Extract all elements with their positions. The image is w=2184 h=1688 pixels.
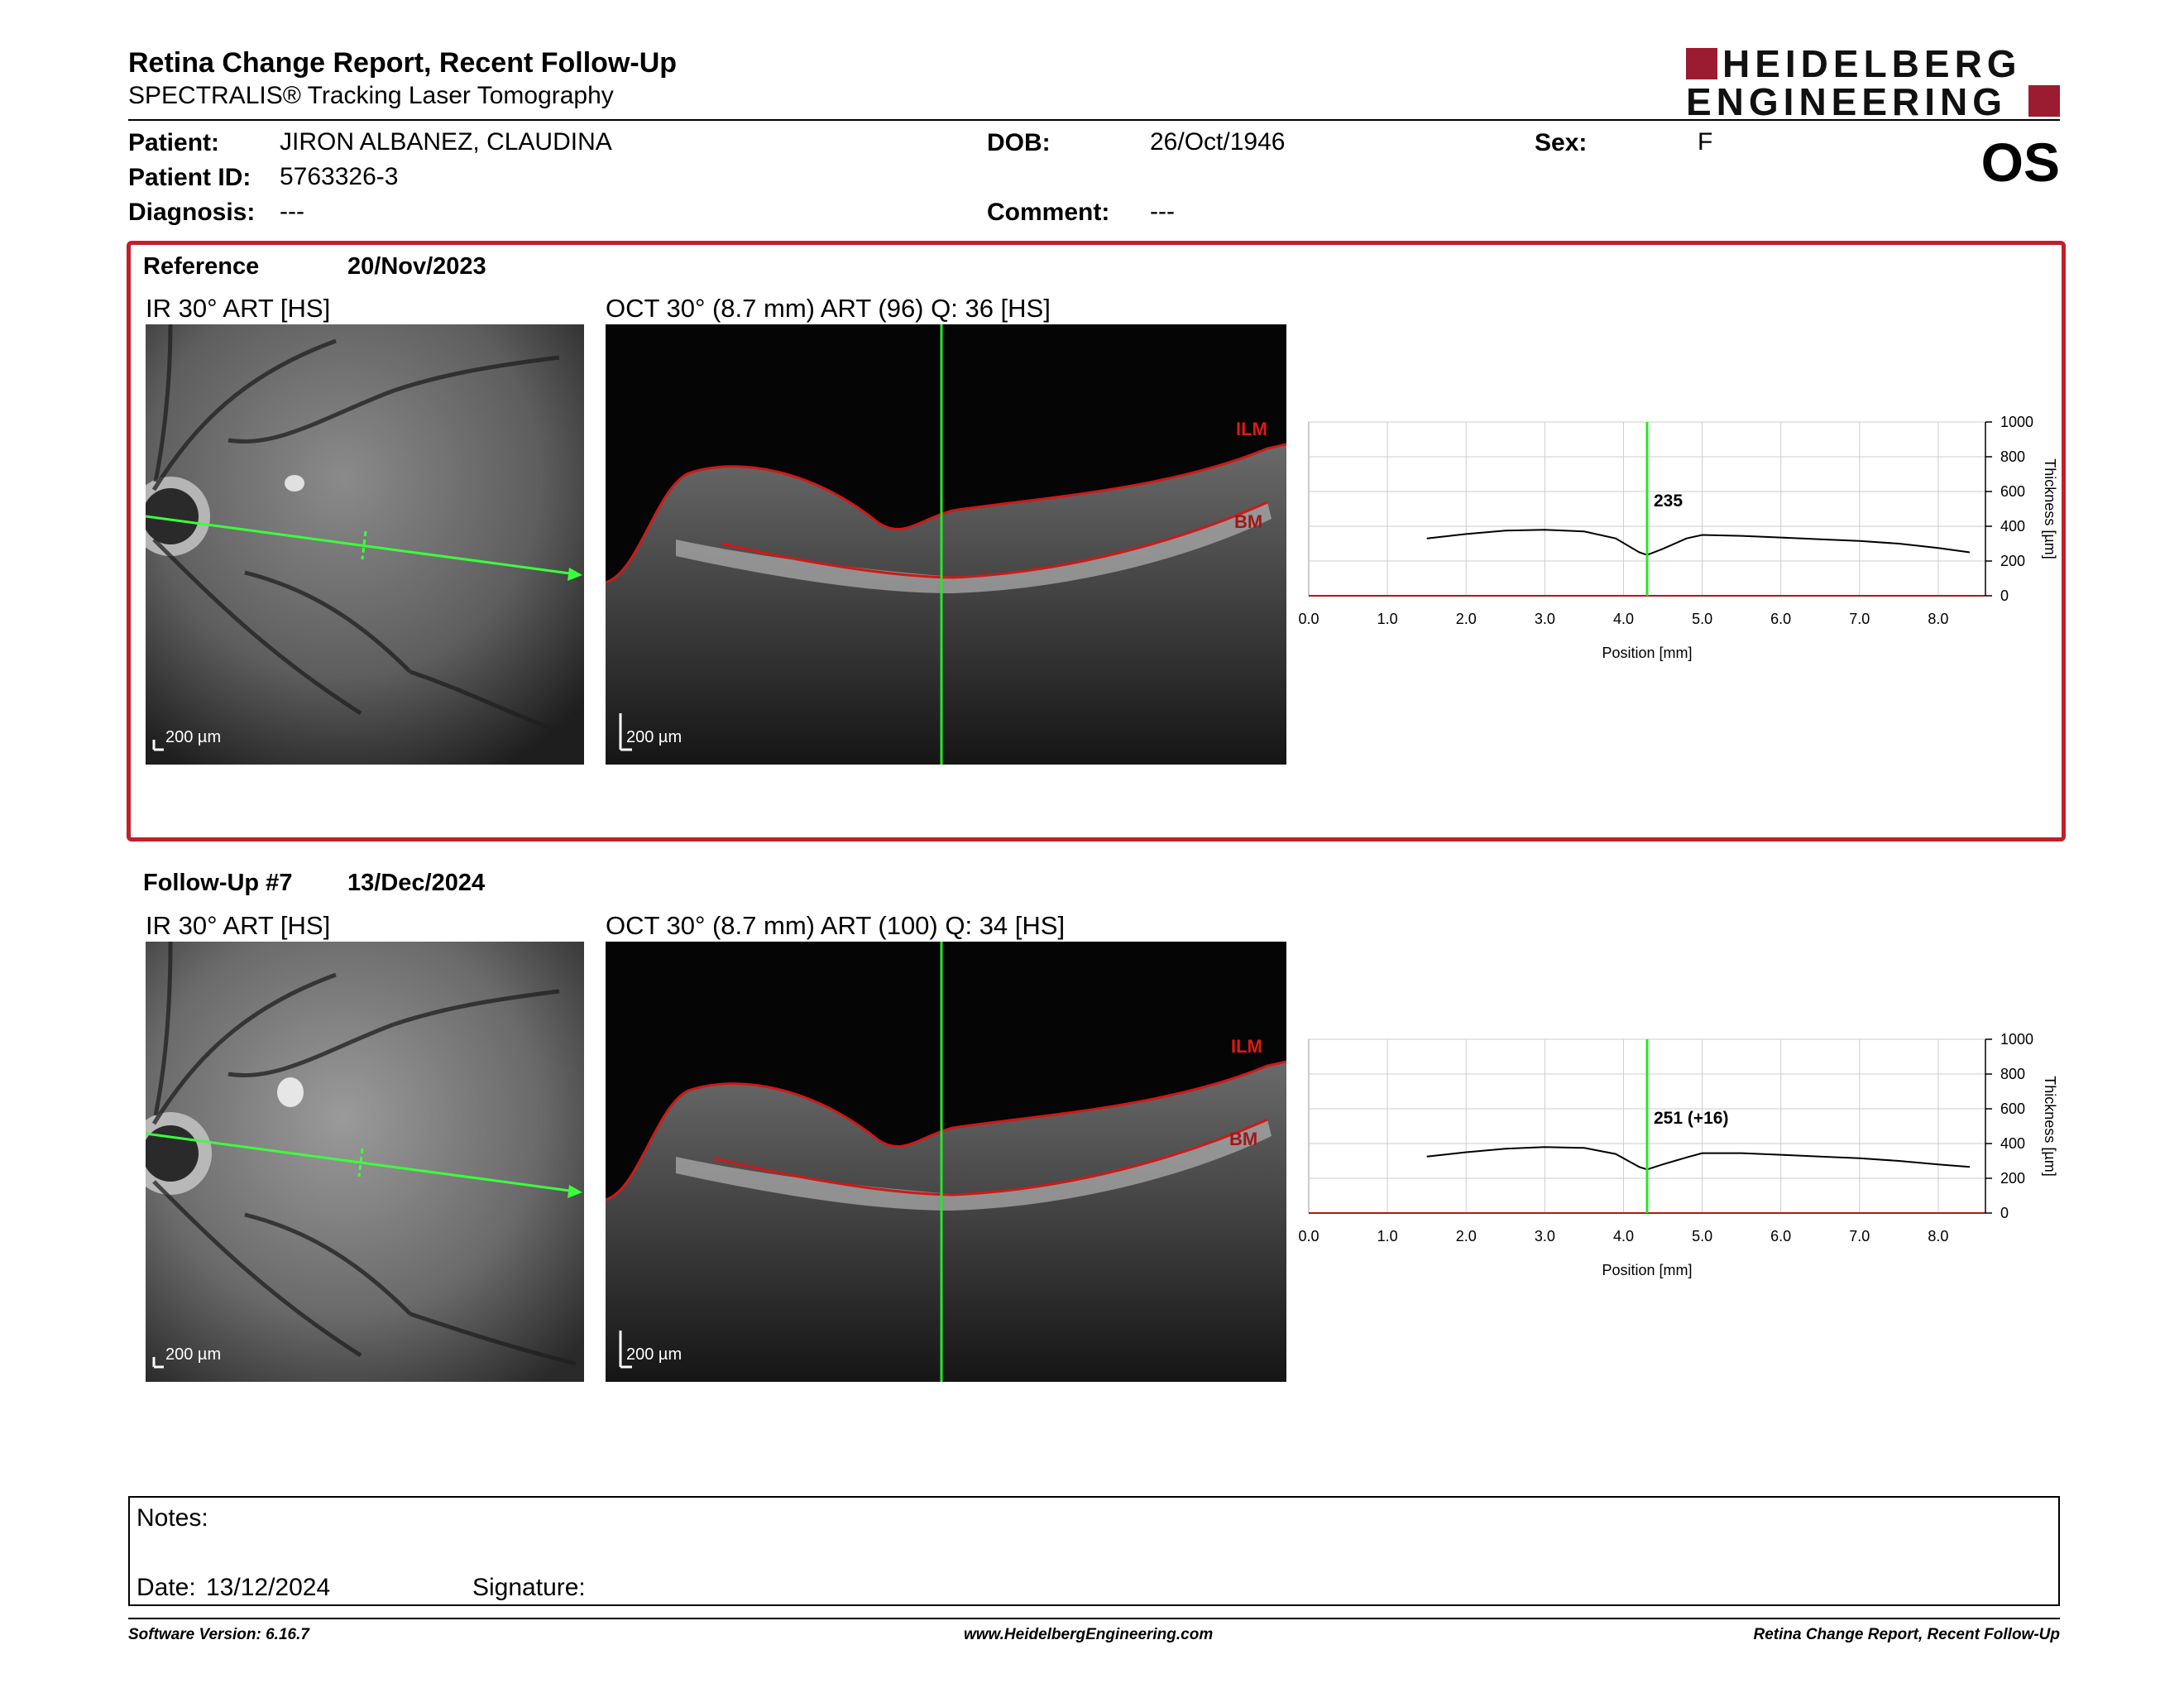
software-version: Software Version: 6.16.7 <box>128 1626 309 1643</box>
reference-thickness-chart: 0.0 1.0 2.0 3.0 4.0 5.0 6.0 7.0 8.0 0 200 400 600 800… <box>1299 410 2085 674</box>
dob-value: 26/Oct/1946 <box>1150 128 1286 156</box>
eye-laterality: OS <box>1980 132 2060 193</box>
reference-frame <box>127 241 2066 842</box>
y-tick-label: 400 <box>2000 1135 2025 1152</box>
reference-ir-scale: 200 µm <box>165 728 222 746</box>
x-tick-label: 6.0 <box>1770 611 1791 627</box>
y-tick-label: 0 <box>2000 587 2009 604</box>
x-tick-label: 1.0 <box>1377 1228 1398 1244</box>
x-tick-label: 0.0 <box>1299 1228 1320 1244</box>
comment-label: Comment: <box>987 199 1110 226</box>
patient-name-label: Patient: <box>128 129 220 156</box>
x-axis-label: Position [mm] <box>1602 645 1692 661</box>
followup-chart-svg: 0.0 1.0 2.0 3.0 4.0 5.0 6.0 7.0 8.0 0 200 400 600 800… <box>1299 1031 2058 1278</box>
dob-label: DOB: <box>987 129 1051 156</box>
comment-value: --- <box>1150 198 1175 225</box>
x-tick-label: 2.0 <box>1456 611 1477 627</box>
notes-date-value: 13/12/2024 <box>206 1574 331 1601</box>
x-tick-label: 4.0 <box>1613 611 1634 627</box>
reference-oct-scale: 200 µm <box>626 728 682 746</box>
x-tick-label: 5.0 <box>1692 1228 1712 1244</box>
header-rule <box>128 119 2060 121</box>
y-axis-label: Thickness [µm] <box>2042 1076 2058 1176</box>
patient-id-label: Patient ID: <box>128 164 251 191</box>
reference-oct-image: ILM BM 200 µm <box>606 324 1286 765</box>
y-tick-label: 400 <box>2000 518 2025 535</box>
reference-ir-image: 200 µm <box>146 324 584 765</box>
followup-ilm-label: ILM <box>1231 1036 1262 1057</box>
followup-date: 13/Dec/2024 <box>347 870 486 896</box>
x-tick-label: 4.0 <box>1613 1228 1634 1244</box>
y-tick-label: 200 <box>2000 1170 2025 1187</box>
logo-line2: ENGINEERING <box>1686 80 2008 123</box>
y-tick-label: 800 <box>2000 1066 2025 1082</box>
followup-bm-label: BM <box>1229 1129 1258 1149</box>
reference-chart-svg: 0.0 1.0 2.0 3.0 4.0 5.0 6.0 7.0 8.0 0 200 400 600 800… <box>1299 414 2058 661</box>
x-tick-label: 7.0 <box>1849 1228 1870 1244</box>
y-tick-label: 800 <box>2000 448 2025 465</box>
x-tick-label: 8.0 <box>1928 1228 1948 1244</box>
y-tick-label: 1000 <box>2000 1031 2033 1048</box>
x-tick-label: 7.0 <box>1849 611 1870 627</box>
reference-date: 20/Nov/2023 <box>347 253 486 280</box>
diagnosis-value: --- <box>280 198 304 225</box>
marker-value-label: 235 <box>1654 492 1683 511</box>
logo-square-bottom <box>2028 85 2060 117</box>
sex-value: F <box>1698 128 1713 156</box>
footer-rule <box>128 1618 2060 1619</box>
y-tick-label: 200 <box>2000 553 2025 569</box>
notes-box[interactable]: Notes: Date: 13/12/2024 Signature: <box>128 1496 2060 1606</box>
followup-label: Follow-Up #7 <box>143 870 293 896</box>
followup-ir-label: IR 30° ART [HS] <box>146 911 331 940</box>
x-tick-label: 8.0 <box>1928 611 1948 627</box>
y-tick-label: 600 <box>2000 1101 2025 1117</box>
x-tick-label: 5.0 <box>1692 611 1712 627</box>
y-tick-label: 1000 <box>2000 414 2033 430</box>
notes-date-label: Date: <box>136 1574 196 1601</box>
footer-report-name: Retina Change Report, Recent Follow-Up <box>1753 1626 2060 1643</box>
signature-label: Signature: <box>472 1574 586 1601</box>
x-axis-label: Position [mm] <box>1602 1262 1692 1278</box>
x-tick-label: 3.0 <box>1535 1228 1555 1244</box>
reference-bm-label: BM <box>1234 511 1263 532</box>
x-tick-label: 6.0 <box>1770 1228 1791 1244</box>
followup-oct-scale: 200 µm <box>626 1345 682 1364</box>
report-title: Retina Change Report, Recent Follow-Up <box>128 47 678 79</box>
followup-ir-scale: 200 µm <box>165 1345 222 1364</box>
y-tick-label: 0 <box>2000 1205 2009 1221</box>
sex-label: Sex: <box>1535 129 1588 156</box>
y-axis-label: Thickness [µm] <box>2042 458 2058 559</box>
notes-label: Notes: <box>136 1504 208 1532</box>
x-tick-label: 1.0 <box>1377 611 1398 627</box>
marker-value-label: 251 (+16) <box>1654 1109 1728 1128</box>
thickness-line <box>1426 529 1971 556</box>
website[interactable]: www.HeidelbergEngineering.com <box>964 1626 1214 1643</box>
x-tick-label: 0.0 <box>1299 611 1320 627</box>
report-subtitle: SPECTRALIS® Tracking Laser Tomography <box>128 82 614 109</box>
diagnosis-label: Diagnosis: <box>128 199 256 226</box>
reference-oct-label: OCT 30° (8.7 mm) ART (96) Q: 36 [HS] <box>606 294 1051 323</box>
y-tick-label: 600 <box>2000 483 2025 500</box>
patient-name: JIRON ALBANEZ, CLAUDINA <box>280 128 612 156</box>
followup-ir-image: 200 µm <box>146 942 584 1382</box>
logo-line1: HEIDELBERG <box>1722 42 2022 85</box>
reference-ilm-label: ILM <box>1236 419 1267 439</box>
followup-oct-image: ILM BM 200 µm <box>606 942 1286 1382</box>
patient-id: 5763326-3 <box>280 163 399 190</box>
x-tick-label: 2.0 <box>1456 1228 1477 1244</box>
reference-label: Reference <box>143 253 260 280</box>
logo-square-top <box>1686 48 1717 79</box>
followup-oct-label: OCT 30° (8.7 mm) ART (100) Q: 34 [HS] <box>606 911 1066 940</box>
x-tick-label: 3.0 <box>1535 611 1555 627</box>
thickness-line <box>1426 1146 1971 1171</box>
followup-thickness-chart: 0.0 1.0 2.0 3.0 4.0 5.0 6.0 7.0 8.0 0 200 400 600 800… <box>1299 1027 2085 1292</box>
reference-ir-label: IR 30° ART [HS] <box>146 294 331 323</box>
